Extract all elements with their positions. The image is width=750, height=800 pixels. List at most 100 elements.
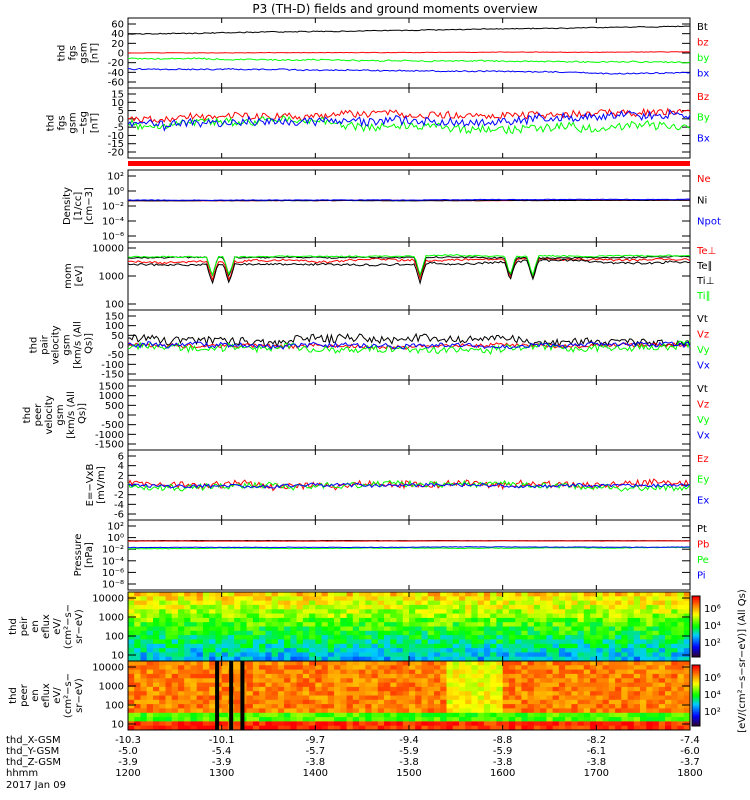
legend-Pb: Pb [697, 540, 709, 551]
spectrogram-cell [471, 661, 479, 666]
spectrogram-cell [396, 673, 404, 679]
spectrogram-cell [128, 712, 135, 718]
spectrogram-cell [508, 661, 516, 666]
spectrogram-cell [577, 691, 585, 696]
spectrogram-cell [483, 708, 491, 714]
spectrogram-cell [296, 630, 304, 636]
spectrogram-cell [365, 652, 372, 658]
spectrogram-cell [590, 648, 597, 653]
spectrogram-cell [390, 604, 397, 610]
spectrogram-cell [521, 708, 529, 714]
spectrogram-cell [421, 643, 429, 649]
spectrogram-cell [459, 604, 466, 610]
spectrogram-cell [352, 617, 360, 623]
spectrogram-cell [277, 682, 285, 688]
spectrogram-cell [552, 704, 560, 709]
spectrogram-cell [402, 613, 410, 619]
spectrogram-cell [190, 678, 198, 684]
y-tick-label: 10² [107, 522, 124, 533]
spectrogram-cell [546, 600, 554, 606]
spectrogram-cell [627, 691, 635, 696]
spectrogram-cell [477, 712, 485, 718]
spectrogram-cell [352, 673, 360, 679]
spectrogram-cell [221, 712, 229, 718]
spectrogram-cell [552, 613, 560, 619]
spectrogram-cell [302, 708, 310, 714]
spectrogram-cell [471, 678, 479, 684]
spectrogram-cell [665, 673, 672, 679]
spectrogram-cell [471, 648, 479, 653]
spectrogram-cell [384, 708, 391, 714]
spectrogram-cell [321, 699, 329, 705]
spectrogram-cell [246, 652, 254, 658]
spectrogram-cell [140, 639, 148, 645]
spectrogram-cell [215, 604, 223, 610]
spectrogram-cell [658, 617, 666, 623]
spectrogram-cell [402, 592, 410, 597]
spectrogram-cell [477, 630, 485, 636]
spectrogram-cell [640, 648, 647, 653]
spectrogram-cell [590, 708, 597, 714]
spectrogram-cell [577, 661, 585, 666]
spectrogram-cell [627, 721, 635, 727]
spectrogram-cell [527, 673, 535, 679]
spectrogram-cell [402, 622, 410, 627]
spectrogram-cell [502, 626, 510, 632]
spectrogram-cell [477, 678, 485, 684]
spectrogram-cell [365, 704, 372, 709]
spectrogram-cell [596, 600, 603, 606]
spectrogram-cell [146, 609, 154, 615]
spectrogram-cell [490, 682, 497, 688]
spectrogram-cell [409, 617, 416, 623]
spectrogram-cell [159, 639, 166, 645]
spectrogram-cell [396, 686, 404, 692]
spectrogram-cell [596, 665, 603, 671]
spectrogram-cell [446, 635, 454, 640]
spectrogram-cell [483, 639, 491, 645]
spectrogram-cell [165, 643, 173, 649]
spectrogram-cell [452, 721, 460, 727]
spectrogram-cell [446, 652, 454, 658]
spectrogram-cell [640, 682, 647, 688]
spectrogram-cell [265, 669, 273, 675]
spectrogram-cell [540, 630, 547, 636]
spectrogram-cell [221, 617, 229, 623]
spectrogram-cell [140, 721, 148, 727]
spectrogram-cell [496, 652, 504, 658]
y-axis-label: fgs [68, 45, 79, 60]
spectrogram-cell [402, 704, 410, 709]
spectrogram-cell [540, 626, 547, 632]
spectrogram-cell [327, 656, 335, 662]
spectrogram-cell [284, 686, 291, 692]
spectrogram-cell [421, 665, 429, 671]
spectrogram-cell [309, 682, 316, 688]
legend-Vz: Vz [697, 400, 709, 411]
spectrogram-cell [396, 609, 404, 615]
spectrogram-cell [427, 656, 435, 662]
spectrogram-cell [321, 695, 329, 701]
spectrogram-cell [633, 717, 641, 722]
spectrogram-cell [290, 643, 298, 649]
spectrogram-cell [533, 691, 541, 696]
y-axis-label-part: [km/s (All [72, 321, 83, 369]
spectrogram-cell [496, 678, 504, 684]
spectrogram-cell [652, 717, 660, 722]
spectrogram-cell [215, 613, 223, 619]
spectrogram-cell [658, 592, 666, 597]
spectrogram-cell [671, 596, 678, 602]
spectrogram-cell [140, 699, 148, 705]
spectrogram-cell [677, 712, 685, 718]
spectrogram-cell [571, 613, 579, 619]
spectrogram-cell [540, 673, 547, 679]
spectrogram-cell [434, 613, 441, 619]
spectrogram-cell [415, 725, 422, 731]
spectrogram-cell [165, 712, 173, 718]
spectrogram-cell [602, 704, 610, 709]
spectrogram-cell [465, 682, 472, 688]
spectrogram-cell [153, 665, 160, 671]
spectrogram-cell [521, 665, 529, 671]
spectrogram-cell [521, 656, 529, 662]
spectrogram-cell [683, 596, 691, 602]
spectrogram-cell [465, 725, 472, 731]
spectrogram-cell [459, 630, 466, 636]
